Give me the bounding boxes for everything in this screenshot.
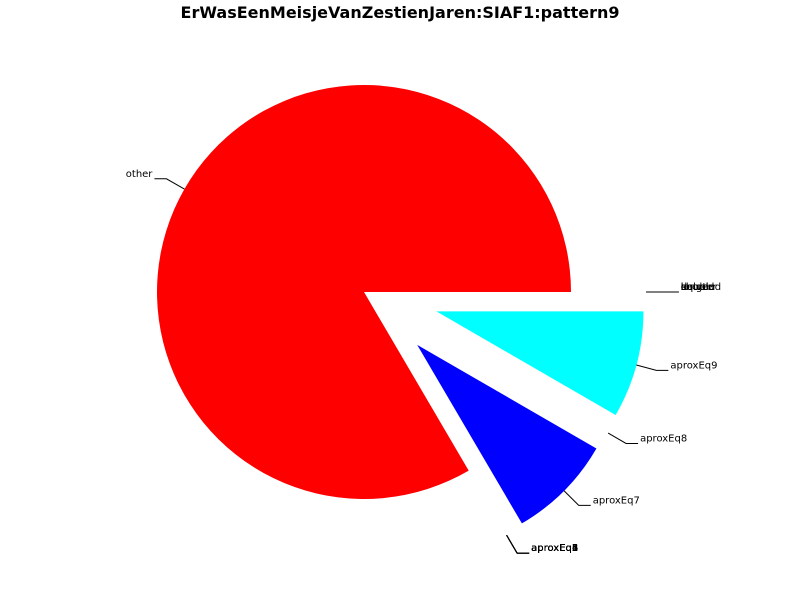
slice-label-shorter: shorter [681, 282, 718, 293]
slice-label-halved: halved [681, 282, 715, 293]
slice-label-aproxeq7: aproxEq7 [593, 495, 640, 506]
pie-labels: otheraproxEq1aproxEq2aproxEq3aproxEq4apr… [126, 169, 721, 554]
pie-slice-other [157, 85, 572, 499]
chart-title: ErWasEenMeisjeVanZestienJaren:SIAF1:patt… [181, 3, 620, 22]
leader-line-other [154, 178, 185, 190]
pie-slices [157, 85, 644, 524]
leader-line-aproxeq6 [506, 535, 530, 554]
slice-label-aproxeq9: aproxEq9 [670, 360, 717, 371]
pie-slice-aproxeq7 [417, 344, 597, 524]
slice-label-other: other [126, 169, 154, 180]
slice-label-equal: equal [681, 282, 709, 293]
leader-line-aproxeq7 [563, 490, 591, 506]
slice-label-aproxeq2: aproxEq2 [531, 543, 578, 554]
slice-label-aproxeq8: aproxEq8 [640, 433, 687, 444]
leader-line-aproxeq2 [506, 535, 530, 554]
leader-line-aproxeq4 [506, 535, 530, 554]
slice-label-aproxeq5: aproxEq5 [531, 543, 578, 554]
slice-label-aproxeq6: aproxEq6 [531, 543, 578, 554]
slice-label-longer: longer [681, 282, 714, 293]
slice-label-aproxeq4: aproxEq4 [531, 543, 578, 554]
leader-line-aproxeq5 [506, 535, 530, 554]
slice-label-aproxeq1: aproxEq1 [531, 543, 578, 554]
pie-slice-aproxeq9 [436, 311, 644, 416]
slice-label-doubled: doubled [681, 282, 721, 293]
leader-line-aproxeq3 [506, 535, 530, 554]
leader-line-aproxeq1 [506, 535, 530, 554]
leader-line-aproxeq9 [636, 364, 669, 371]
leader-line-aproxeq8 [607, 432, 639, 444]
slice-label-aproxeq3: aproxEq3 [531, 543, 578, 554]
